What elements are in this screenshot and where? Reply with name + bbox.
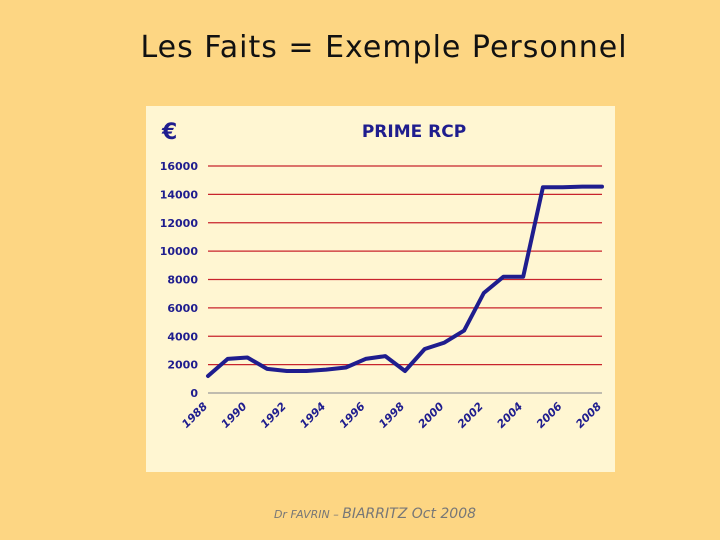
x-tick-label: 2002 xyxy=(455,400,486,431)
x-tick-labels: 1988 1990 1992 1994 1996 1998 2000 2002 2004 2006… xyxy=(179,400,604,431)
line-chart: € PRIME RCP 0 2000 4000 6000 8000 10000 12000 1… xyxy=(160,120,605,431)
x-tick-label: 1990 xyxy=(219,400,250,431)
x-tick-label: 2004 xyxy=(494,400,525,431)
x-tick-label: 2008 xyxy=(573,400,604,431)
y-tick-label: 10000 xyxy=(160,245,199,258)
y-tick-label: 12000 xyxy=(160,217,199,230)
x-tick-label: 1996 xyxy=(337,400,368,431)
x-tick-label: 2000 xyxy=(416,400,447,431)
x-tick-label: 1992 xyxy=(258,400,289,431)
y-tick-label: 6000 xyxy=(167,302,198,315)
series-line-0 xyxy=(206,184,604,378)
footer-event: BIARRITZ Oct 2008 xyxy=(342,506,477,522)
gridlines xyxy=(208,165,602,394)
x-tick-label: 1998 xyxy=(376,400,407,431)
x-tick-label: 2006 xyxy=(534,400,565,431)
y-tick-label: 4000 xyxy=(167,330,198,343)
y-tick-label: 14000 xyxy=(160,188,199,201)
y-tick-label: 0 xyxy=(190,387,198,400)
y-axis-label: € xyxy=(161,120,177,145)
footer-author: Dr FAVRIN – xyxy=(273,508,343,521)
slide-title: Les Faits = Exemple Personnel xyxy=(140,30,628,65)
chart-panel: € PRIME RCP 0 2000 4000 6000 8000 10000 12000 1… xyxy=(146,106,615,472)
footer: Dr FAVRIN – BIARRITZ Oct 2008 xyxy=(0,503,720,522)
y-tick-labels: 0 2000 4000 6000 8000 10000 12000 14000 16000 xyxy=(160,160,199,400)
y-tick-label: 8000 xyxy=(167,274,198,287)
chart-title: PRIME RCP xyxy=(362,122,466,142)
x-tick-label: 1994 xyxy=(297,400,328,431)
y-tick-label: 2000 xyxy=(167,359,198,372)
x-tick-label: 1988 xyxy=(179,400,210,431)
y-tick-label: 16000 xyxy=(160,160,199,173)
series-layer xyxy=(206,184,604,378)
